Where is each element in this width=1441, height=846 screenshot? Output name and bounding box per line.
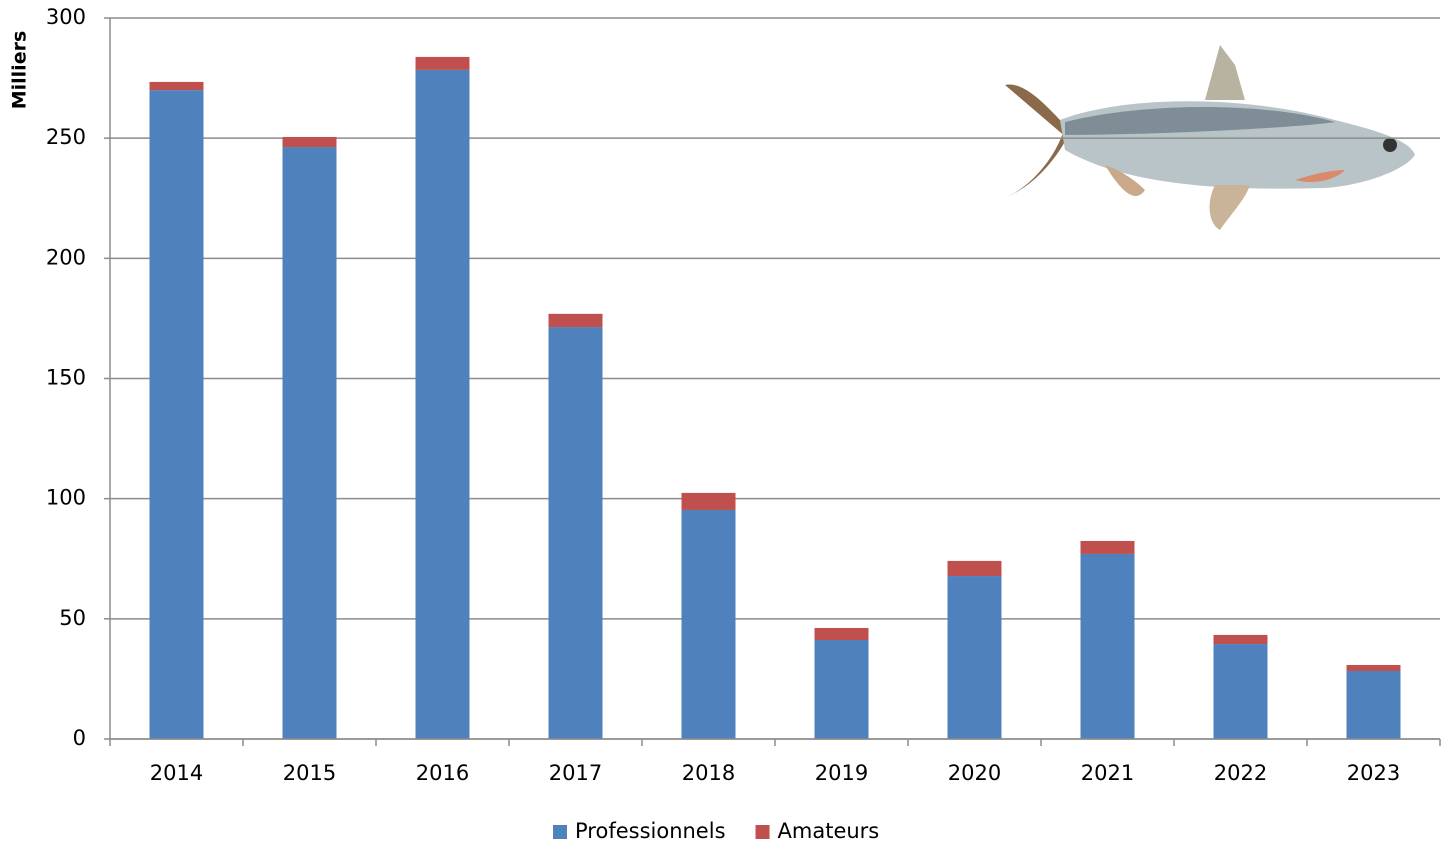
y-tick-label: 200 <box>46 245 86 269</box>
y-tick-label: 0 <box>73 726 86 750</box>
x-tick-label: 2016 <box>416 761 469 785</box>
bar-segment <box>1213 634 1268 645</box>
y-tick-label: 250 <box>46 125 86 149</box>
bar-segment <box>947 560 1002 577</box>
legend-label: Professionnels <box>575 819 726 843</box>
x-tick-label: 2022 <box>1214 761 1267 785</box>
bar-segment <box>1213 644 1268 739</box>
x-tick-label: 2019 <box>815 761 868 785</box>
bar-segment <box>1080 553 1135 739</box>
bar-segment <box>814 639 869 739</box>
bar-segment <box>149 90 204 740</box>
y-tick-label: 300 <box>46 5 86 29</box>
bar-segment <box>814 627 869 640</box>
bar-segment <box>415 69 470 740</box>
x-tick-label: 2017 <box>549 761 602 785</box>
x-tick-label: 2014 <box>150 761 203 785</box>
legend-swatch <box>553 825 567 839</box>
bar-segment <box>548 327 603 739</box>
y-tick-label: 100 <box>46 486 86 510</box>
y-tick-label: 150 <box>46 366 86 390</box>
bar-segment <box>149 81 204 91</box>
x-tick-label: 2015 <box>283 761 336 785</box>
bar-segment <box>1080 540 1135 554</box>
x-tick-label: 2021 <box>1081 761 1134 785</box>
x-tick-label: 2020 <box>948 761 1001 785</box>
bar-segment <box>415 56 470 70</box>
fish-illustration <box>1005 45 1415 230</box>
bar-segment <box>681 492 736 510</box>
x-tick-label: 2018 <box>682 761 735 785</box>
bar-segment <box>947 576 1002 739</box>
bar-segment <box>548 313 603 328</box>
bar-segment <box>282 147 337 739</box>
y-axis-label: Milliers <box>9 31 31 110</box>
legend-swatch <box>755 825 770 839</box>
y-tick-label: 50 <box>59 606 86 630</box>
bar-segment <box>681 509 736 739</box>
bar-segment <box>1346 664 1401 671</box>
legend-label: Amateurs <box>778 819 880 843</box>
x-tick-label: 2023 <box>1347 761 1400 785</box>
bar-segment <box>1346 670 1401 739</box>
bar-segment <box>282 136 337 148</box>
